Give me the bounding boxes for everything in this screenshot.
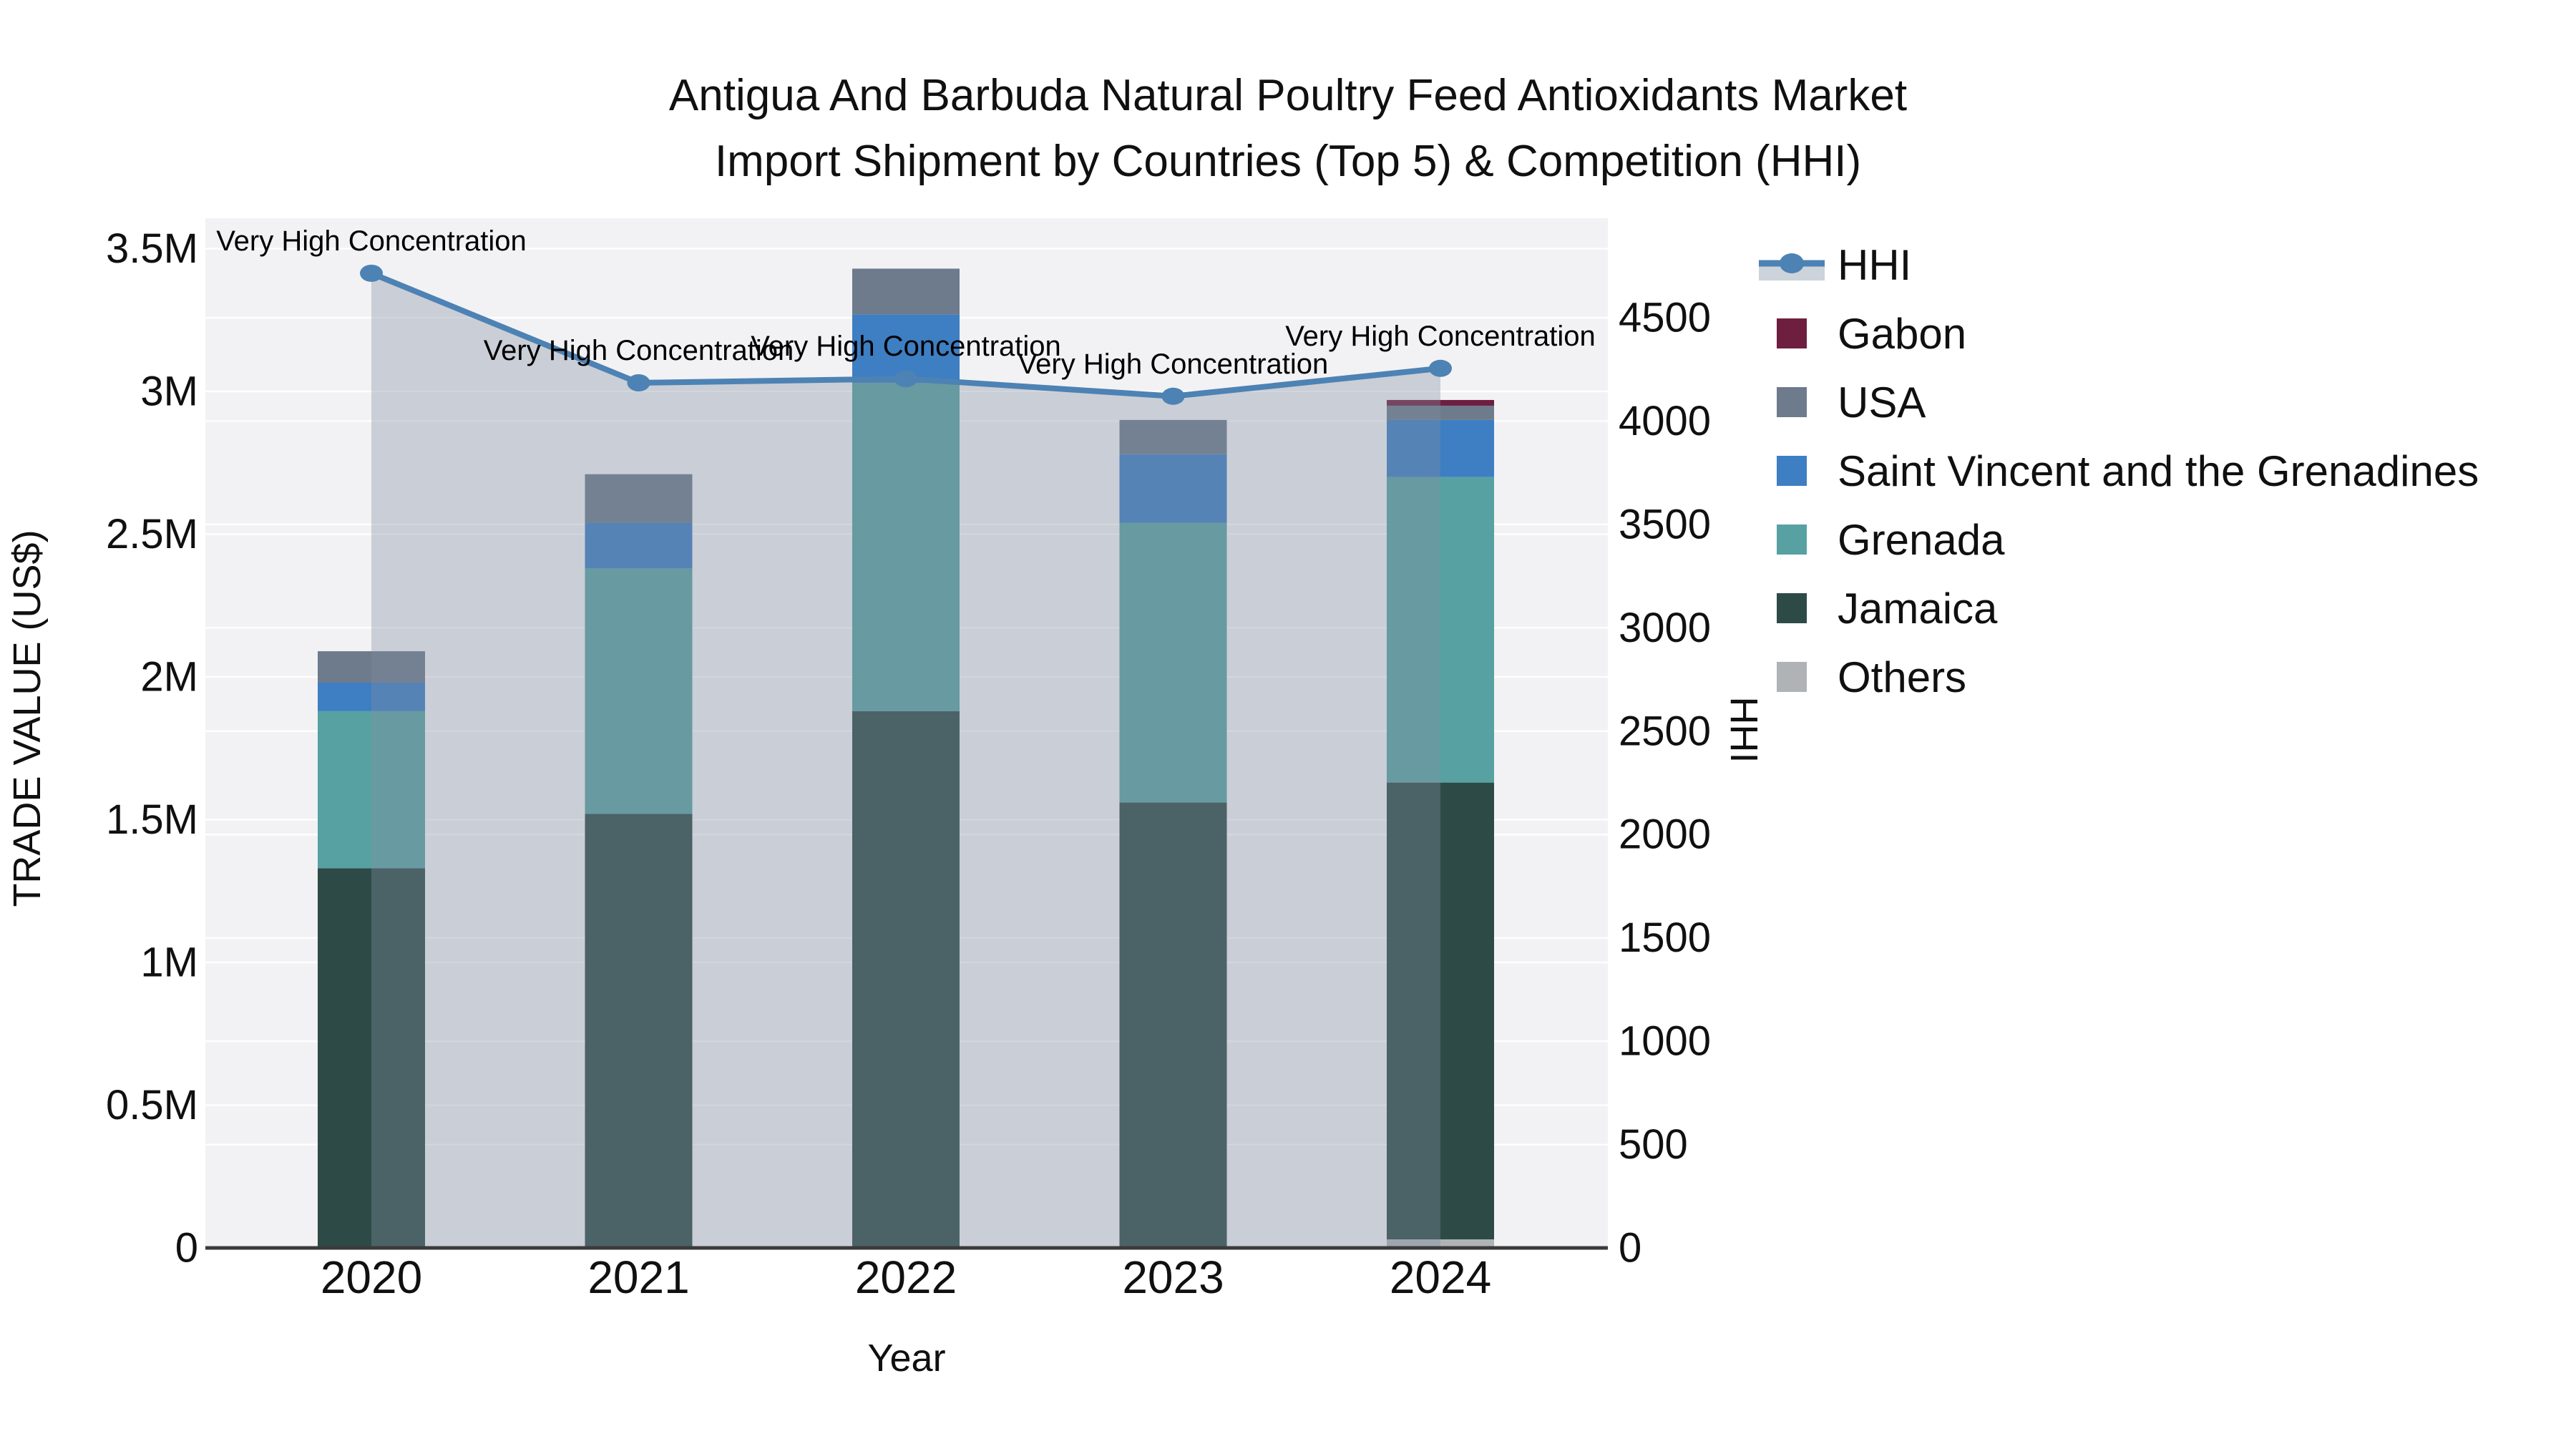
y-left-tick-label: 3M [140,369,198,415]
x-tick-label-2021[interactable]: 2021 [587,1252,689,1303]
swatch-icon [1777,593,1807,623]
bar-segment-usa-2023[interactable] [1119,419,1227,454]
bar-segment-grenada-2020[interactable] [318,711,425,869]
legend-item-grenada[interactable]: Grenada [1759,505,2479,574]
y-axis-title-left: TRADE VALUE (US$) [6,530,49,907]
bar-segment-grenada-2023[interactable] [1119,522,1227,803]
y-left-tick-label: 0.5M [106,1082,198,1128]
hhi-marker-2022[interactable] [894,370,917,388]
annotation-2022: Very High Concentration [751,331,1061,362]
y-left-tick-label: 2.5M [106,511,198,557]
legend: HHI Gabon USA Saint Vincent and the Grenadi… [1759,230,2479,711]
y-right-tick-label: 0 [1619,1225,1641,1272]
chart-title-line1: Antigua And Barbuda Natural Poultry Feed… [668,71,1908,120]
bar-segment-jamaica-2024[interactable] [1387,782,1494,1240]
bar-segment-gabon-2024[interactable] [1387,399,1494,406]
legend-color-swatch [1759,525,1825,555]
y-left-tick-label: 3.5M [106,225,198,272]
hhi-marker-2021[interactable] [627,374,650,391]
hhi-marker-2023[interactable] [1161,387,1185,405]
y-right-tick-label: 1000 [1619,1018,1711,1065]
legend-item-usa[interactable]: USA [1759,368,2479,436]
bar-segment-usa-2024[interactable] [1387,405,1494,420]
bar-segment-grenada-2021[interactable] [585,568,693,814]
legend-color-swatch [1759,662,1825,692]
y-right-tick-label: 4000 [1619,398,1711,444]
legend-item-gabon[interactable]: Gabon [1759,299,2479,368]
y-right-tick-label: 2500 [1619,708,1711,754]
bar-segment-others-2024[interactable] [1387,1239,1494,1248]
bar-segment-grenada-2024[interactable] [1387,477,1494,783]
bar-segment-grenada-2022[interactable] [852,383,960,711]
bar-segment-jamaica-2020[interactable] [318,868,425,1248]
bar-segment-jamaica-2022[interactable] [852,711,960,1248]
legend-label: Jamaica [1838,584,1998,633]
x-tick-label-2023[interactable]: 2023 [1122,1252,1224,1303]
x-tick-label-2020[interactable]: 2020 [321,1252,422,1303]
bar-segment-saint-vincent-and-the-grenadines-2023[interactable] [1119,454,1227,523]
legend-color-swatch [1759,593,1825,623]
y-right-tick-label: 3500 [1619,501,1711,547]
y-right-tick-label: 2000 [1619,811,1711,858]
bar-segment-jamaica-2021[interactable] [585,814,693,1248]
legend-item-others[interactable]: Others [1759,643,2479,711]
annotation-2024: Very High Concentration [1285,321,1596,352]
hhi-marker-2020[interactable] [360,264,383,282]
annotation-2023: Very High Concentration [1018,348,1329,380]
y-left-tick-label: 2M [140,654,198,701]
hhi-line-marker-icon [1759,253,1825,280]
legend-label: Grenada [1838,515,2005,564]
legend-label: Gabon [1838,309,1967,358]
y-right-tick-label: 3000 [1619,605,1711,651]
bar-segment-saint-vincent-and-the-grenadines-2020[interactable] [318,682,425,711]
bar-segment-saint-vincent-and-the-grenadines-2021[interactable] [585,522,693,569]
annotation-2020: Very High Concentration [216,225,527,257]
y-left-tick-label: 1.5M [106,796,198,843]
y-right-tick-label: 500 [1619,1121,1688,1168]
legend-label: USA [1838,378,1926,426]
swatch-icon [1777,525,1807,555]
legend-label: Others [1838,653,1967,701]
legend-color-swatch [1759,456,1825,486]
bar-segment-usa-2021[interactable] [585,474,693,523]
y-left-tick-label: 0 [175,1225,198,1272]
x-axis-title: Year [867,1337,946,1380]
chart-title-line2: Import Shipment by Countries (Top 5) & C… [714,137,1862,186]
legend-item-jamaica[interactable]: Jamaica [1759,574,2479,643]
y-right-tick-label: 4500 [1619,295,1711,341]
y-right-tick-label: 1500 [1619,914,1711,961]
bar-segment-usa-2022[interactable] [852,268,960,315]
legend-color-swatch [1759,318,1825,348]
chart-title: Antigua And Barbuda Natural Poultry Feed… [0,63,2576,195]
legend-label: HHI [1838,240,1912,289]
annotation-2021: Very High Concentration [484,335,794,366]
legend-line-swatch [1759,243,1825,286]
x-tick-label-2024[interactable]: 2024 [1390,1252,1491,1303]
bar-segment-jamaica-2023[interactable] [1119,802,1227,1248]
legend-item-hhi[interactable]: HHI [1759,230,2479,299]
swatch-icon [1777,318,1807,348]
legend-label: Saint Vincent and the Grenadines [1838,447,2479,495]
swatch-icon [1777,456,1807,486]
swatch-icon [1777,387,1807,417]
swatch-icon [1777,662,1807,692]
hhi-area-fill [371,273,1440,1248]
legend-item-saint-vincent-and-the-grenadines[interactable]: Saint Vincent and the Grenadines [1759,436,2479,505]
legend-color-swatch [1759,387,1825,417]
bar-segment-usa-2020[interactable] [318,651,425,683]
x-tick-label-2022[interactable]: 2022 [855,1252,957,1303]
y-left-tick-label: 1M [140,940,198,986]
hhi-marker-2024[interactable] [1429,359,1452,377]
bar-segment-saint-vincent-and-the-grenadines-2024[interactable] [1387,419,1494,477]
